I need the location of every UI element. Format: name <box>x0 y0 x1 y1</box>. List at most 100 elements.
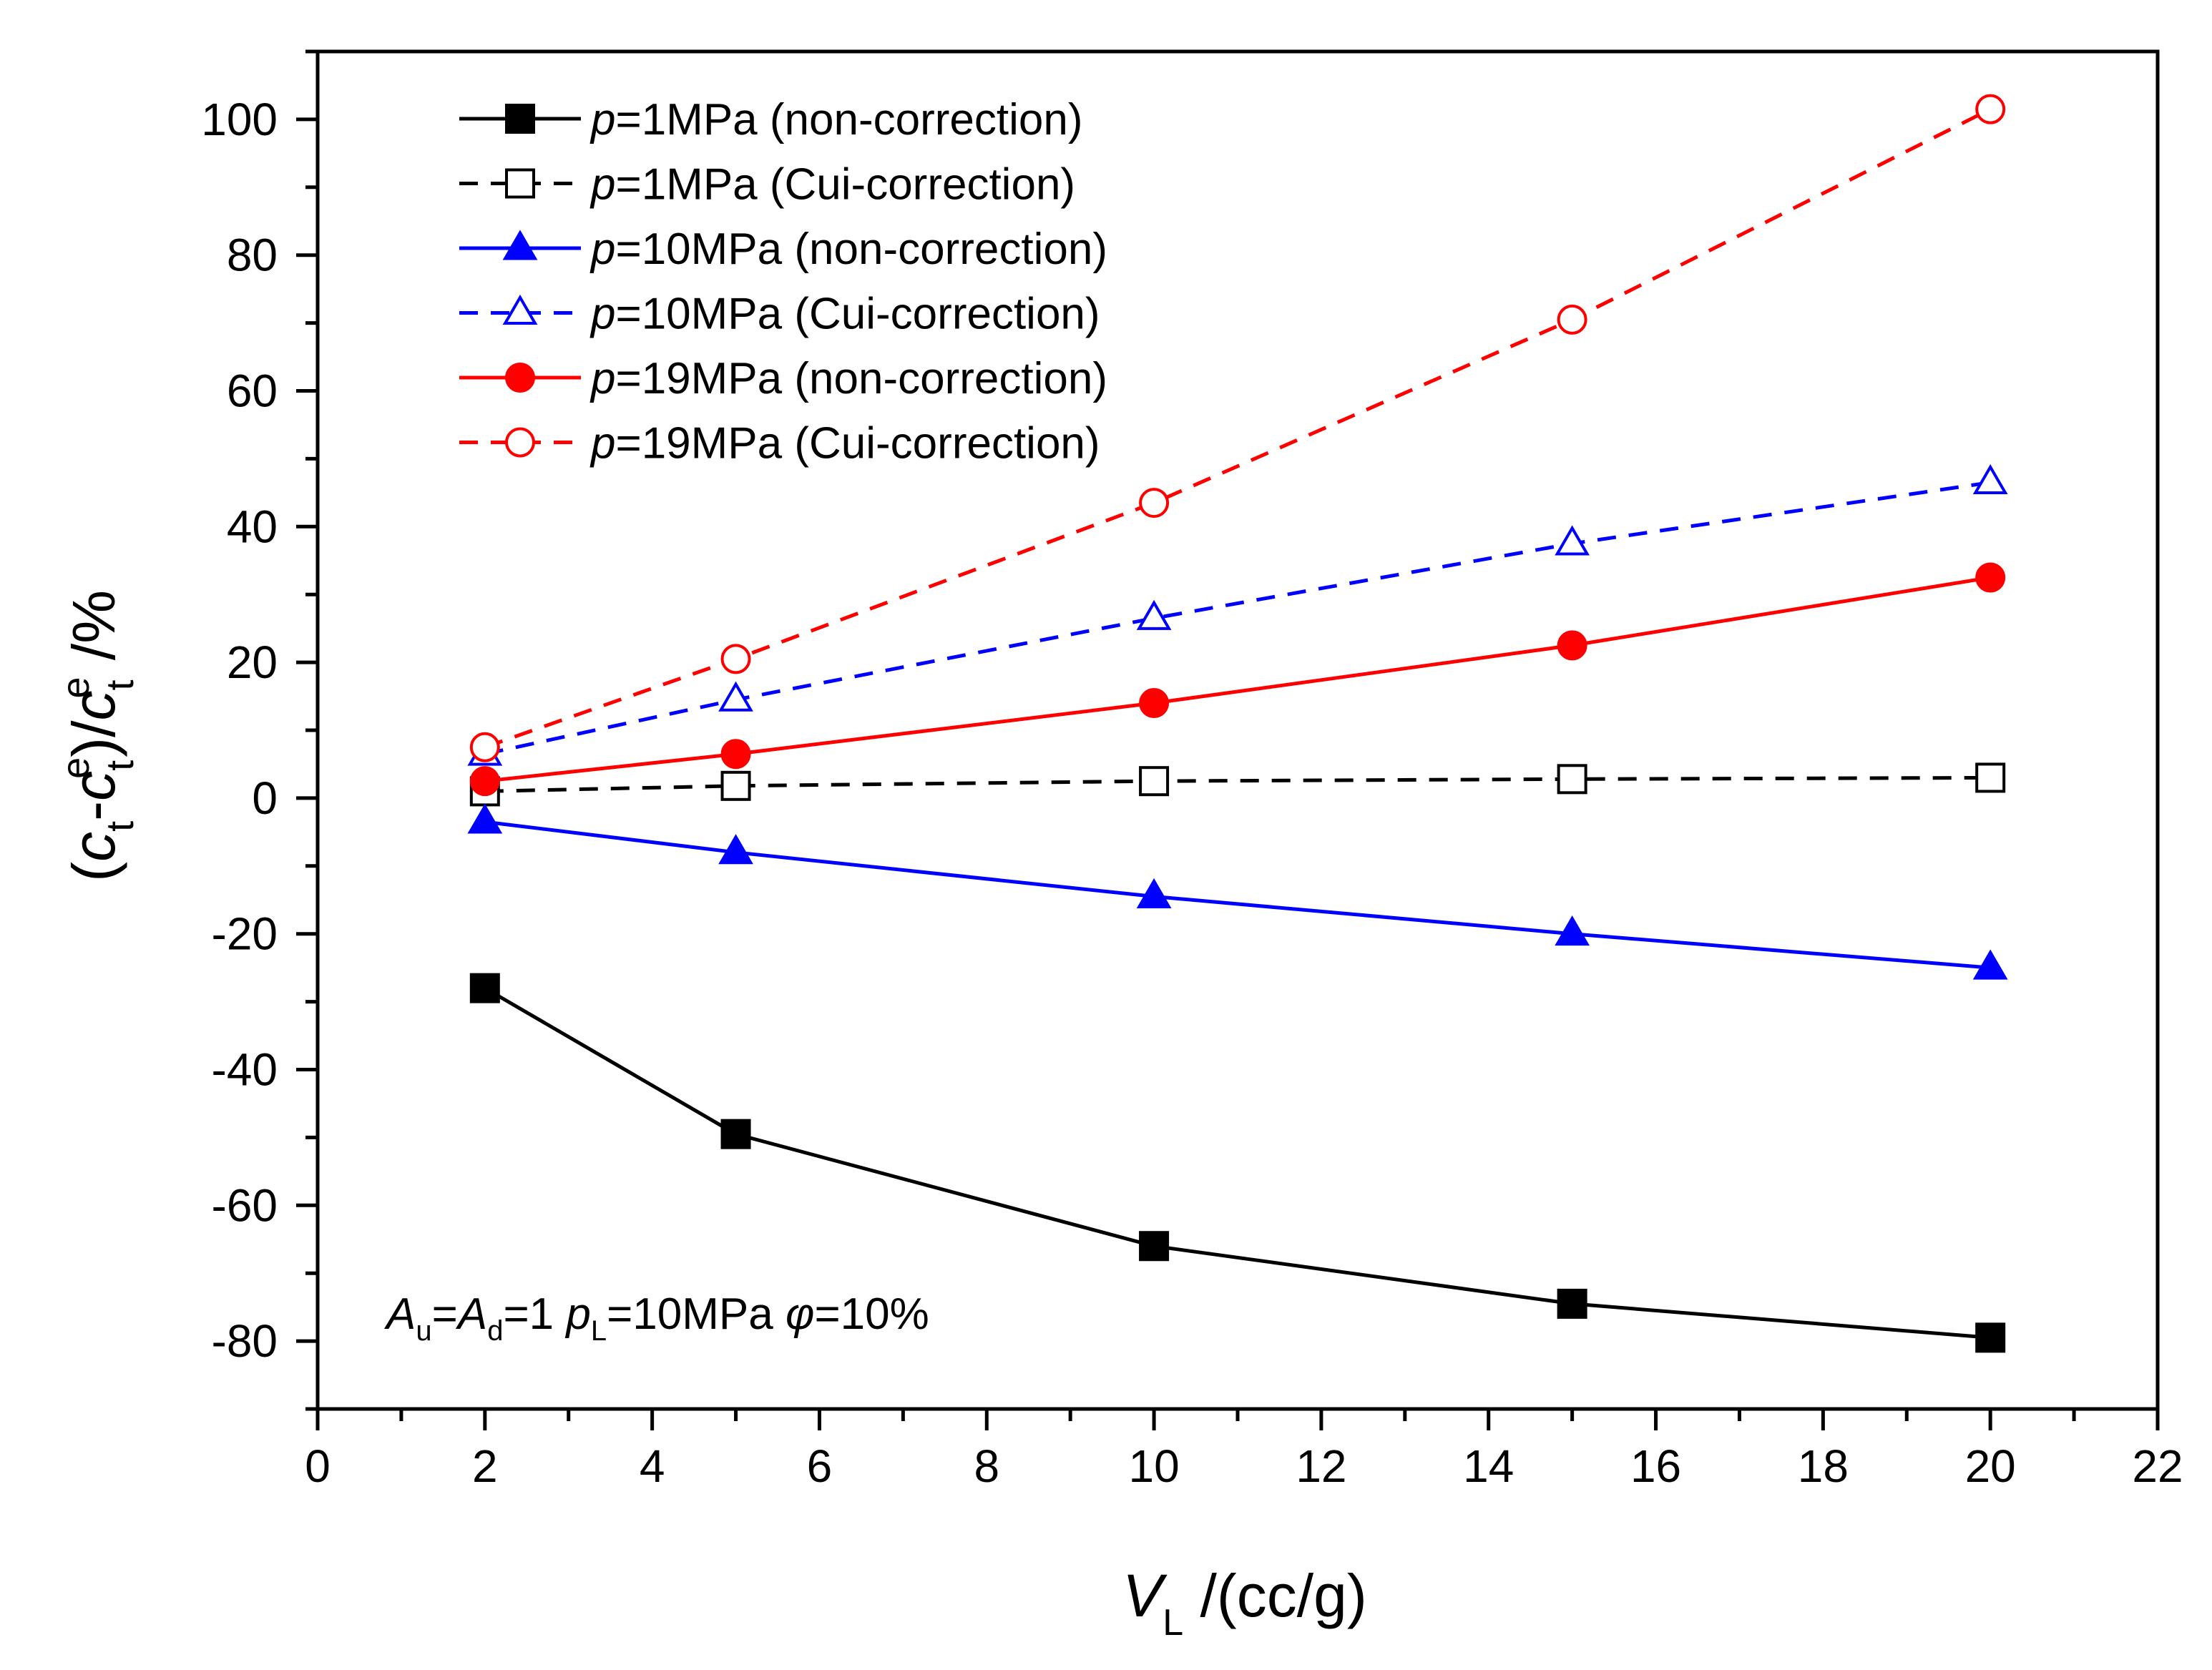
y-tick-label: 80 <box>227 230 278 281</box>
data-point-square <box>1557 764 1587 795</box>
x-axis-title-var: V <box>1122 1562 1168 1629</box>
data-point-triangle <box>1972 949 2008 980</box>
data-point-square <box>1139 1231 1170 1262</box>
y-axis-title-part: c <box>60 691 127 721</box>
data-point-triangle <box>1136 599 1172 630</box>
legend-item: p=10MPa (Cui-correction) <box>459 290 1100 339</box>
legend-marker-triangle <box>502 294 538 325</box>
annotation-phi: φ <box>786 1290 814 1339</box>
annotation-p: p <box>564 1290 590 1339</box>
data-point-circle <box>720 644 751 674</box>
data-point-circle <box>1975 94 2006 124</box>
y-tick-label: -20 <box>212 908 278 960</box>
series-6 <box>469 94 2006 762</box>
legend-item: p=1MPa (Cui-correction) <box>459 160 1075 210</box>
data-point-circle <box>1139 688 1170 719</box>
legend-label-rest: =1MPa (Cui-correction) <box>615 160 1075 210</box>
series-layer <box>467 94 2008 1353</box>
data-point-square <box>1975 1322 2006 1353</box>
legend-item: p=19MPa (Cui-correction) <box>459 419 1100 468</box>
annotation-eq3: =10MPa <box>607 1290 786 1339</box>
legend-label: p=19MPa (Cui-correction) <box>589 419 1100 468</box>
data-point-triangle <box>718 681 753 712</box>
legend-marker-circle <box>505 363 535 393</box>
legend-label: p=1MPa (Cui-correction) <box>589 160 1075 210</box>
x-axis-title: VL /(cc/g) <box>1122 1562 1367 1644</box>
x-tick-label: 12 <box>1296 1440 1346 1492</box>
data-point-square <box>1975 762 2006 793</box>
data-point-square <box>720 770 751 801</box>
annotation-u: u <box>416 1315 431 1347</box>
annotation-eq4: =10% <box>814 1290 929 1339</box>
legend-label-var: p <box>589 354 615 403</box>
legend-label-var: p <box>589 95 615 144</box>
legend-label-rest: =10MPa (Cui-correction) <box>615 290 1100 339</box>
y-tick-label: -60 <box>212 1179 278 1231</box>
data-point-square <box>469 973 500 1003</box>
legend-label-rest: =19MPa (non-correction) <box>615 354 1107 403</box>
series-4-line <box>484 481 1991 756</box>
y-tick-label: 40 <box>227 501 278 552</box>
legend-label-rest: =10MPa (non-correction) <box>615 225 1107 274</box>
data-point-triangle <box>1136 878 1172 908</box>
y-axis-title-part: ( <box>60 862 127 882</box>
y-tick-label: -40 <box>212 1044 278 1096</box>
series-3 <box>467 803 2008 980</box>
x-tick-label: 16 <box>1630 1440 1681 1492</box>
annotation-eq1: = <box>432 1290 458 1339</box>
annotation-a2: A <box>455 1290 487 1339</box>
annotation-d: d <box>487 1315 503 1347</box>
y-axis-title-part: c <box>60 771 127 801</box>
x-tick-label: 4 <box>640 1440 665 1492</box>
legend-label-var: p <box>589 225 615 274</box>
data-point-triangle <box>1972 463 2008 495</box>
x-tick-label: 2 <box>472 1440 498 1492</box>
data-point-circle <box>720 739 751 770</box>
legend-label: p=10MPa (Cui-correction) <box>589 290 1100 339</box>
y-tick-label: 60 <box>227 365 278 417</box>
series-6-line <box>484 107 1992 750</box>
y-axis-title-part: /% <box>60 590 127 677</box>
y-tick-label: 100 <box>201 94 278 145</box>
x-tick-label: 0 <box>305 1440 331 1492</box>
legend-item: p=1MPa (non-correction) <box>459 95 1082 144</box>
y-tick-label: 0 <box>252 772 278 824</box>
legend-item: p=10MPa (non-correction) <box>459 225 1107 274</box>
annotation-a: A <box>383 1290 416 1339</box>
annotation-parameters: Au=Ad=1 pL=10MPa φ=10% <box>383 1290 929 1347</box>
legend-marker-circle <box>505 427 535 458</box>
x-tick-label: 18 <box>1798 1440 1849 1492</box>
y-axis-title-part: e <box>54 757 97 779</box>
data-point-square <box>1557 1288 1587 1319</box>
legend: p=1MPa (non-correction)p=1MPa (Cui-corre… <box>459 95 1107 468</box>
x-tick-label: 22 <box>2132 1440 2183 1492</box>
x-tick-label: 14 <box>1463 1440 1514 1492</box>
legend-label: p=1MPa (non-correction) <box>589 95 1082 144</box>
x-tick-label: 6 <box>807 1440 833 1492</box>
legend-label-rest: =1MPa (non-correction) <box>615 95 1082 144</box>
data-point-triangle <box>1555 915 1590 946</box>
y-axis-title: (ct-cte)/cte /% <box>54 590 142 882</box>
legend-marker-triangle <box>502 230 538 260</box>
y-axis-title-part: c <box>60 832 127 862</box>
x-tick-label: 8 <box>974 1440 999 1492</box>
axis-tick-labels: 0 2 4 6 8 10 12 14 16 18 20 22 -80 -60 -40 -20 0 20 40 60 80… <box>201 94 2183 1492</box>
data-point-circle <box>469 766 500 797</box>
y-axis-title-part: e <box>54 677 97 698</box>
legend-label-var: p <box>589 160 615 210</box>
series-1 <box>469 973 2006 1353</box>
series-5 <box>469 562 2006 797</box>
y-axis-title-part: )/ <box>60 720 127 757</box>
data-point-circle <box>1557 304 1587 335</box>
y-tick-label: 20 <box>227 637 278 688</box>
y-axis-title-part: t <box>99 760 142 771</box>
data-point-circle <box>1975 562 2006 593</box>
y-tick-label: -80 <box>212 1315 278 1367</box>
legend-label-rest: =19MPa (Cui-correction) <box>615 419 1100 468</box>
x-tick-label: 10 <box>1128 1440 1179 1492</box>
data-point-circle <box>469 732 500 762</box>
legend-label: p=10MPa (non-correction) <box>589 225 1107 274</box>
legend-label-var: p <box>589 290 615 339</box>
